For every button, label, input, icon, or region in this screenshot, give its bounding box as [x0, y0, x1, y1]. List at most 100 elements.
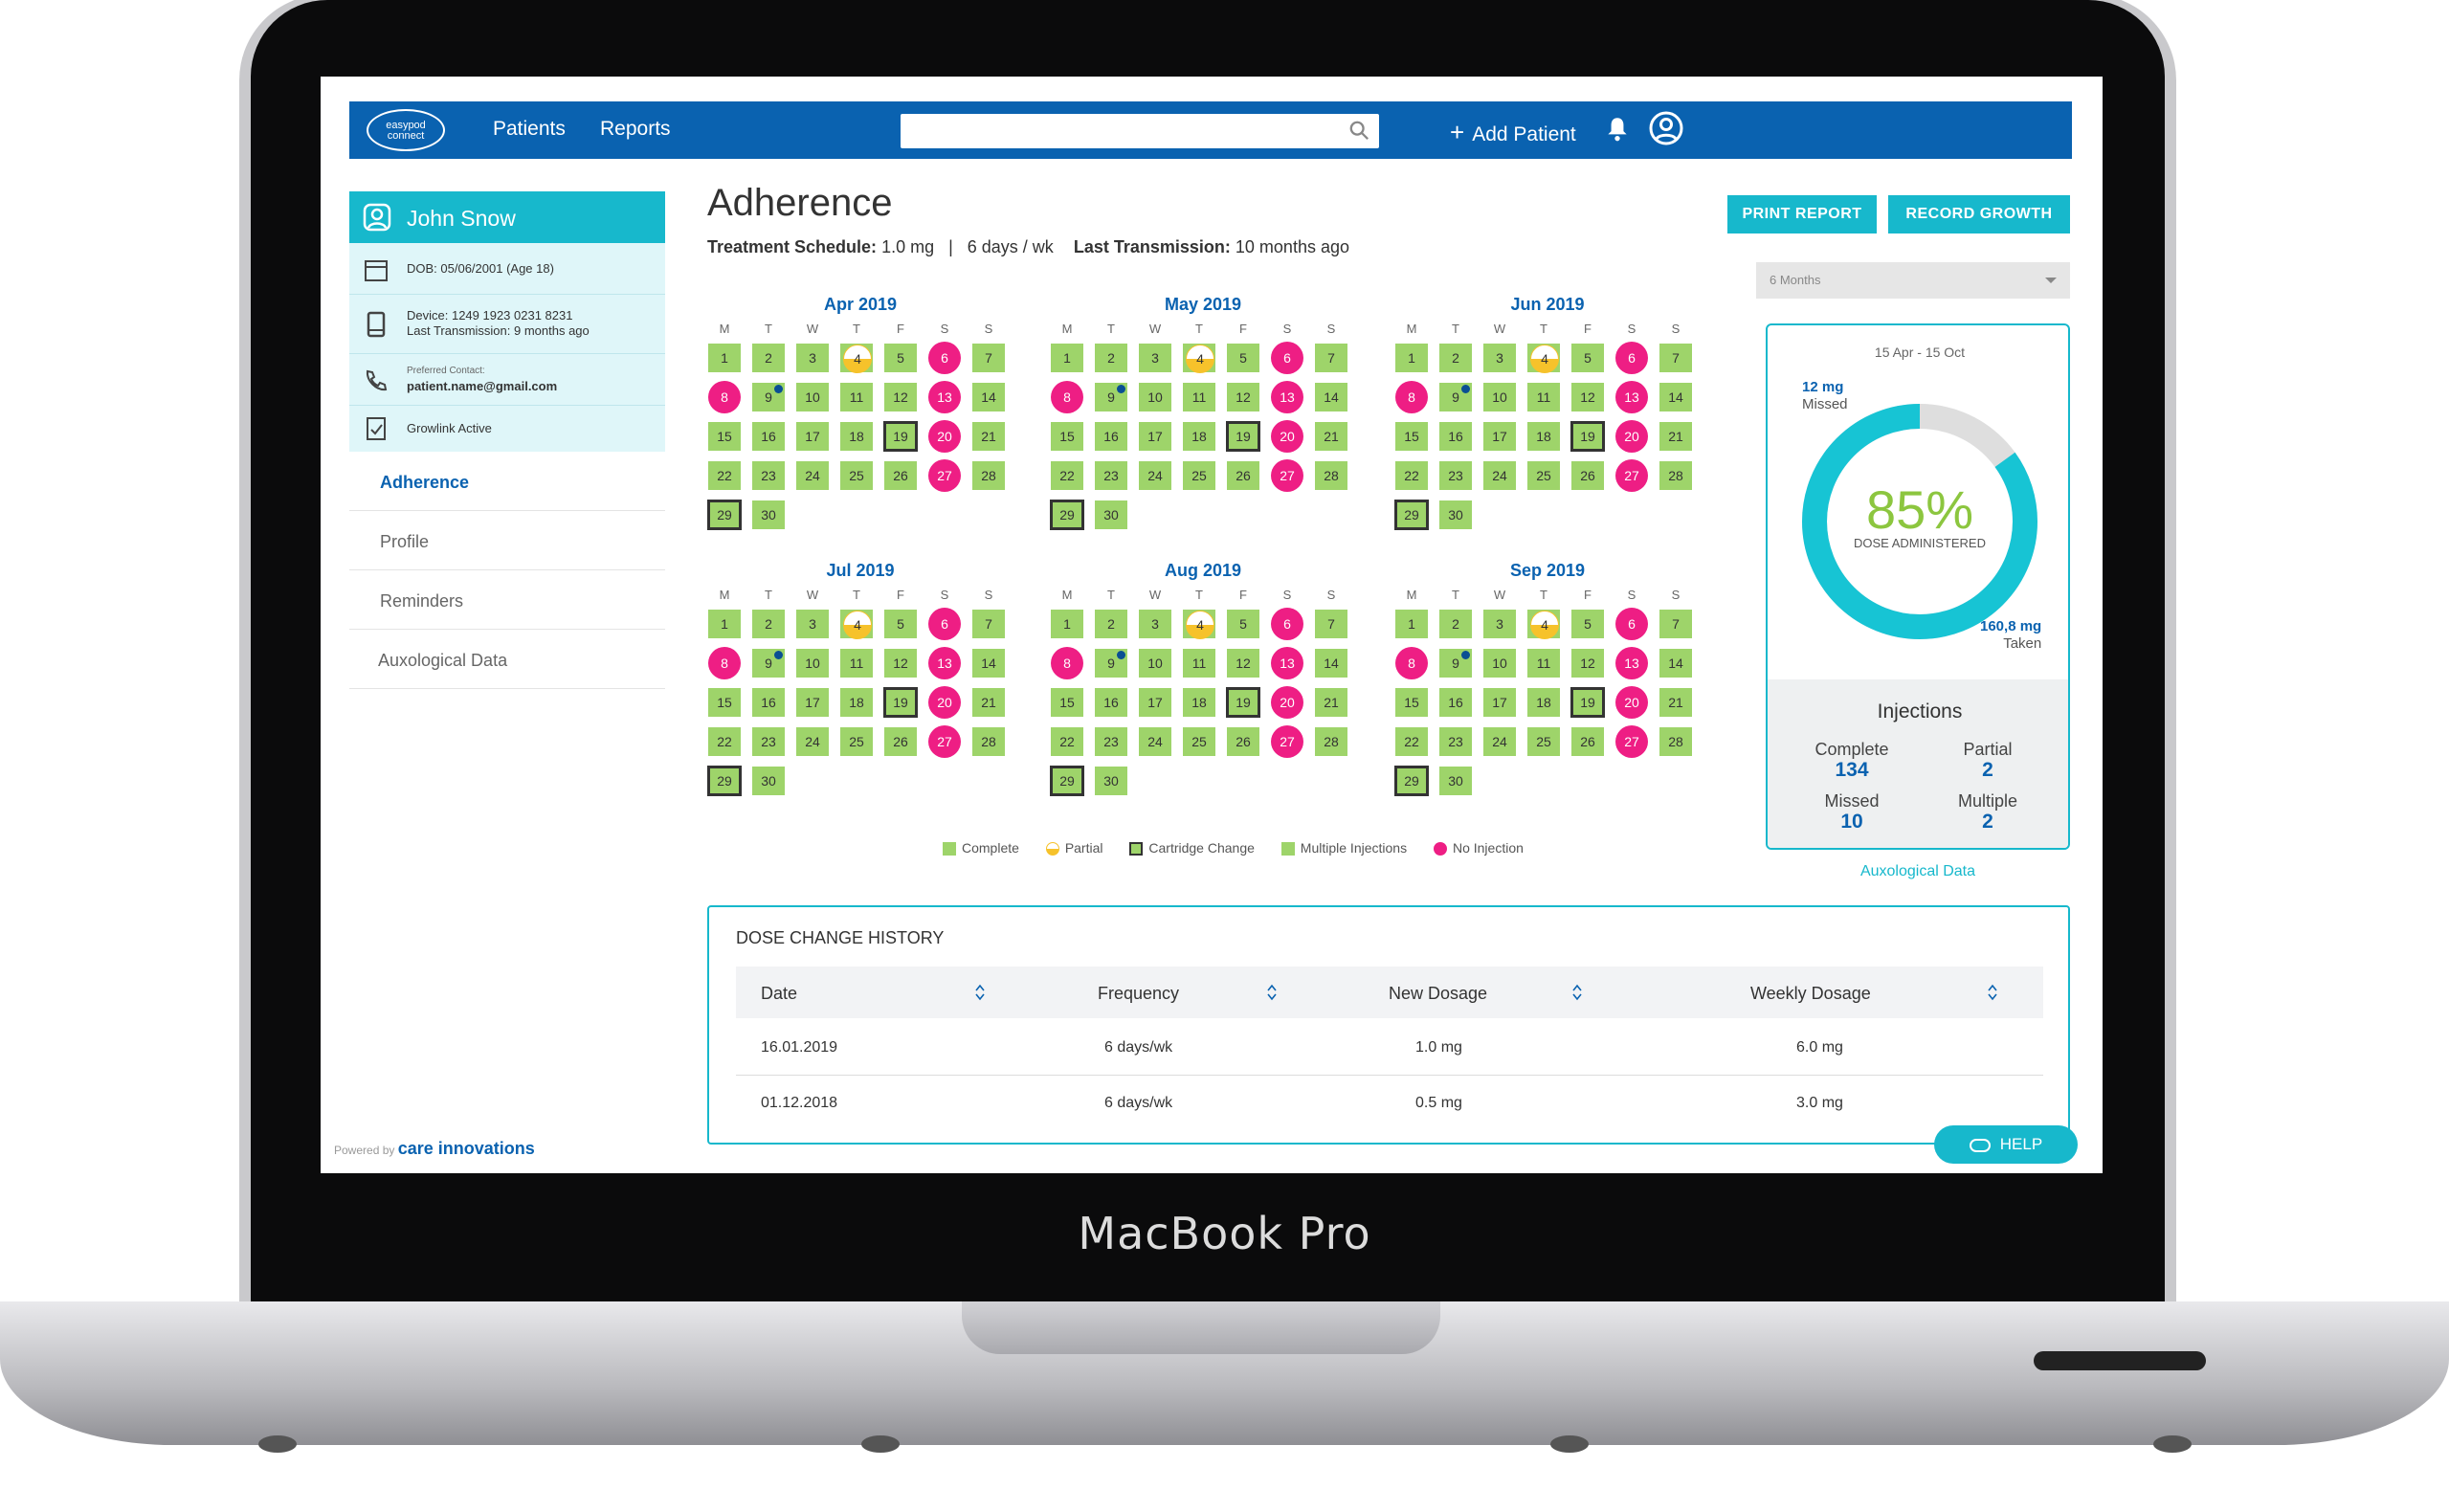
- calendar-day[interactable]: 18: [1526, 421, 1561, 452]
- calendar-day[interactable]: 7: [1314, 343, 1348, 373]
- calendar-day[interactable]: 10: [1482, 648, 1517, 678]
- calendar-day[interactable]: 13: [927, 647, 962, 679]
- app-logo[interactable]: easypod connect: [367, 109, 445, 151]
- calendar-day[interactable]: 15: [1050, 687, 1084, 718]
- calendar-day[interactable]: 25: [1526, 460, 1561, 491]
- calendar-day[interactable]: 23: [1094, 460, 1128, 491]
- calendar-day[interactable]: 29: [1394, 766, 1429, 796]
- calendar-day[interactable]: 9: [751, 648, 786, 678]
- calendar-day[interactable]: 25: [1182, 460, 1216, 491]
- calendar-day[interactable]: 26: [1226, 726, 1260, 757]
- calendar-day[interactable]: 4: [1182, 609, 1216, 639]
- table-row[interactable]: 01.12.2018 6 days/wk 0.5 mg 3.0 mg: [736, 1076, 2043, 1131]
- calendar-day[interactable]: 20: [927, 686, 962, 719]
- calendar-day[interactable]: 9: [1438, 648, 1473, 678]
- calendar-day[interactable]: 9: [1094, 648, 1128, 678]
- calendar-day[interactable]: 3: [1138, 343, 1172, 373]
- calendar-day[interactable]: 8: [1394, 381, 1429, 413]
- bell-icon[interactable]: [1605, 115, 1630, 144]
- calendar-day[interactable]: 1: [1394, 609, 1429, 639]
- calendar-day[interactable]: 15: [1050, 421, 1084, 452]
- search-input[interactable]: [901, 114, 1379, 148]
- calendar-day[interactable]: 24: [1482, 460, 1517, 491]
- calendar-day[interactable]: 5: [1226, 343, 1260, 373]
- calendar-day[interactable]: 24: [1482, 726, 1517, 757]
- calendar-day[interactable]: 24: [795, 460, 830, 491]
- calendar-day[interactable]: 1: [1394, 343, 1429, 373]
- calendar-day[interactable]: 28: [971, 460, 1006, 491]
- calendar-day[interactable]: 5: [1570, 343, 1605, 373]
- calendar-day[interactable]: 21: [971, 687, 1006, 718]
- calendar-day[interactable]: 30: [1094, 766, 1128, 796]
- calendar-day[interactable]: 2: [1094, 343, 1128, 373]
- calendar-day[interactable]: 13: [1270, 381, 1304, 413]
- calendar-day[interactable]: 14: [971, 648, 1006, 678]
- add-patient-button[interactable]: + Add Patient: [1450, 118, 1576, 147]
- calendar-day[interactable]: 16: [751, 421, 786, 452]
- nav-patients[interactable]: Patients: [493, 118, 566, 140]
- calendar-day[interactable]: 19: [883, 421, 918, 452]
- calendar-day[interactable]: 14: [1659, 648, 1693, 678]
- calendar-day[interactable]: 2: [751, 343, 786, 373]
- calendar-day[interactable]: 18: [1182, 421, 1216, 452]
- calendar-day[interactable]: 11: [1182, 648, 1216, 678]
- calendar-day[interactable]: 23: [1438, 460, 1473, 491]
- calendar-day[interactable]: 11: [1182, 382, 1216, 412]
- header-date[interactable]: Date: [761, 984, 798, 1003]
- calendar-day[interactable]: 4: [1526, 343, 1561, 373]
- calendar-day[interactable]: 13: [1614, 381, 1649, 413]
- print-report-button[interactable]: PRINT REPORT: [1727, 195, 1877, 233]
- calendar-day[interactable]: 25: [1182, 726, 1216, 757]
- calendar-day[interactable]: 1: [1050, 609, 1084, 639]
- calendar-day[interactable]: 10: [795, 648, 830, 678]
- calendar-day[interactable]: 7: [971, 343, 1006, 373]
- calendar-day[interactable]: 4: [839, 609, 874, 639]
- calendar-day[interactable]: 16: [1438, 421, 1473, 452]
- calendar-day[interactable]: 12: [883, 648, 918, 678]
- calendar-day[interactable]: 13: [1614, 647, 1649, 679]
- calendar-day[interactable]: 28: [1314, 460, 1348, 491]
- calendar-day[interactable]: 14: [1314, 382, 1348, 412]
- calendar-day[interactable]: 6: [927, 342, 962, 374]
- nav-reports[interactable]: Reports: [600, 118, 671, 140]
- calendar-day[interactable]: 28: [971, 726, 1006, 757]
- calendar-day[interactable]: 24: [1138, 460, 1172, 491]
- calendar-day[interactable]: 19: [1570, 687, 1605, 718]
- calendar-day[interactable]: 29: [1050, 500, 1084, 530]
- calendar-day[interactable]: 9: [1094, 382, 1128, 412]
- calendar-day[interactable]: 23: [751, 726, 786, 757]
- calendar-day[interactable]: 20: [927, 420, 962, 453]
- calendar-day[interactable]: 27: [1270, 459, 1304, 492]
- calendar-day[interactable]: 10: [1138, 648, 1172, 678]
- calendar-day[interactable]: 22: [707, 726, 742, 757]
- calendar-day[interactable]: 27: [927, 725, 962, 758]
- calendar-day[interactable]: 21: [1659, 687, 1693, 718]
- calendar-day[interactable]: 14: [1659, 382, 1693, 412]
- sidebar-item-profile[interactable]: Profile: [349, 511, 665, 570]
- calendar-day[interactable]: 3: [795, 343, 830, 373]
- calendar-day[interactable]: 17: [1482, 687, 1517, 718]
- calendar-day[interactable]: 5: [883, 343, 918, 373]
- calendar-day[interactable]: 20: [1614, 420, 1649, 453]
- calendar-day[interactable]: 24: [795, 726, 830, 757]
- calendar-day[interactable]: 30: [1094, 500, 1128, 530]
- calendar-day[interactable]: 11: [839, 382, 874, 412]
- calendar-day[interactable]: 16: [1094, 687, 1128, 718]
- calendar-day[interactable]: 3: [1482, 343, 1517, 373]
- calendar-day[interactable]: 26: [1226, 460, 1260, 491]
- calendar-day[interactable]: 26: [883, 460, 918, 491]
- calendar-day[interactable]: 4: [839, 343, 874, 373]
- calendar-day[interactable]: 28: [1659, 460, 1693, 491]
- calendar-day[interactable]: 12: [1570, 382, 1605, 412]
- calendar-day[interactable]: 12: [883, 382, 918, 412]
- calendar-day[interactable]: 4: [1182, 343, 1216, 373]
- sidebar-item-reminders[interactable]: Reminders: [349, 570, 665, 630]
- user-account-icon[interactable]: [1649, 111, 1683, 145]
- calendar-day[interactable]: 8: [1394, 647, 1429, 679]
- calendar-day[interactable]: 9: [1438, 382, 1473, 412]
- calendar-day[interactable]: 16: [1438, 687, 1473, 718]
- calendar-day[interactable]: 28: [1659, 726, 1693, 757]
- calendar-day[interactable]: 28: [1314, 726, 1348, 757]
- calendar-day[interactable]: 5: [1226, 609, 1260, 639]
- calendar-day[interactable]: 7: [1659, 609, 1693, 639]
